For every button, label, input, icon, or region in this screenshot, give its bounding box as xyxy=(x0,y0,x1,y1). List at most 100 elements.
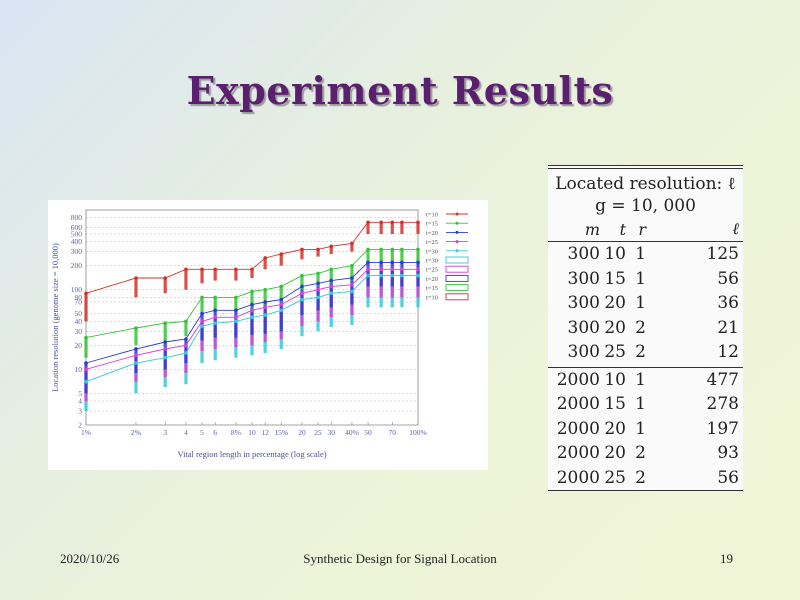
range-bar xyxy=(263,257,267,270)
series-point xyxy=(300,273,304,278)
y-tick-label: 3 xyxy=(78,406,82,415)
x-tick-label: 8% xyxy=(231,428,241,437)
legend-label: t=10 xyxy=(426,294,438,301)
range-bar xyxy=(184,339,188,364)
table-group-2000: 2000 10 1 477 2000 15 1 278 2000 20 1 197 2000 20 2… xyxy=(548,368,743,491)
y-tick-label: 2 xyxy=(78,421,82,430)
series-point xyxy=(184,351,188,355)
col-header-l: ℓ xyxy=(732,219,739,238)
series-point xyxy=(400,273,404,278)
range-bar xyxy=(84,293,88,322)
range-bar xyxy=(300,275,304,290)
range-bar xyxy=(390,222,394,234)
legend-bar-swatch xyxy=(445,274,469,282)
y-tick-label: 200 xyxy=(71,261,83,270)
range-bar xyxy=(366,222,370,234)
series-point xyxy=(379,220,383,225)
series-point xyxy=(300,247,304,252)
legend-point-swatch xyxy=(455,221,459,225)
y-tick-label: 20 xyxy=(75,341,83,350)
y-tick-label: 5 xyxy=(78,389,82,398)
series-point xyxy=(329,267,334,272)
range-bar xyxy=(416,249,420,263)
x-tick-label: 50 xyxy=(364,428,372,437)
range-bar xyxy=(213,297,217,311)
range-bar xyxy=(134,328,138,346)
series-point xyxy=(366,273,370,278)
table-row: 300 10 1 125 xyxy=(567,244,739,265)
range-bar xyxy=(366,249,370,263)
footer-title: Synthetic Design for Signal Location xyxy=(303,551,497,566)
series-point xyxy=(329,278,334,283)
y-tick-label: 70 xyxy=(75,297,83,306)
x-tick-label: 30 xyxy=(327,428,335,437)
series-point xyxy=(84,367,88,372)
series-point xyxy=(263,256,267,260)
series-point xyxy=(263,287,267,292)
y-tick-label: 400 xyxy=(71,237,83,246)
series-point xyxy=(400,247,404,252)
series-point xyxy=(390,273,395,278)
series-point xyxy=(379,260,383,265)
series-point xyxy=(250,289,254,294)
range-bar xyxy=(329,246,333,255)
range-bar xyxy=(316,273,320,287)
series-point xyxy=(316,287,320,292)
y-axis-label: Location resolution (genome size = 10,00… xyxy=(50,243,60,392)
table-title: Located resolution: ℓ g = 10, 000 xyxy=(548,168,743,217)
range-bar xyxy=(400,222,404,234)
range-bar xyxy=(184,269,188,290)
series-point xyxy=(263,313,267,317)
table-row: 2000 10 1 477 xyxy=(556,369,739,390)
series-point xyxy=(234,295,238,300)
col-header-r: r xyxy=(638,219,646,239)
legend-bar-swatch xyxy=(445,293,469,301)
y-tick-label: 4 xyxy=(78,397,82,406)
legend-bar-swatch xyxy=(445,265,469,273)
col-header-m: m xyxy=(584,219,600,239)
series-point xyxy=(163,340,168,344)
x-tick-label: 4 xyxy=(184,428,188,437)
range-bar xyxy=(416,222,420,234)
table-row: 2000 25 2 56 xyxy=(556,467,739,488)
range-bar xyxy=(213,269,217,281)
x-tick-label: 15% xyxy=(274,428,288,437)
x-tick-label: 12 xyxy=(261,428,269,437)
series-point xyxy=(350,289,354,294)
series-point xyxy=(350,241,354,246)
legend-label: t=25 xyxy=(426,267,438,274)
range-bar xyxy=(350,265,354,281)
series-point xyxy=(366,260,370,265)
range-bar xyxy=(279,254,283,266)
legend-point-swatch xyxy=(455,249,459,253)
series-point xyxy=(134,326,138,330)
range-bar xyxy=(250,304,254,335)
table-group-300: 300 10 1 125 300 15 1 56 300 20 1 36 300 20 2 21 300… xyxy=(548,242,743,368)
series-point xyxy=(316,271,320,276)
range-bar xyxy=(200,269,204,284)
range-bar xyxy=(134,278,138,298)
series-point xyxy=(366,247,370,252)
y-tick-label: 500 xyxy=(71,229,83,238)
x-axis-label: Vital region length in percentage (log s… xyxy=(177,449,326,459)
legend-label: t=20 xyxy=(426,276,438,283)
series-point xyxy=(279,252,284,256)
series-point xyxy=(300,284,304,289)
series-point xyxy=(416,267,420,272)
x-tick-label: 2% xyxy=(131,428,141,437)
range-bar xyxy=(350,243,354,252)
series-point xyxy=(390,247,395,252)
legend-label: t=25 xyxy=(426,239,438,246)
series-point xyxy=(163,321,168,325)
series-point xyxy=(184,319,188,324)
y-tick-label: 10 xyxy=(75,365,83,374)
series-point xyxy=(200,267,204,272)
range-bar xyxy=(200,297,204,314)
legend-bar-swatch xyxy=(445,284,469,292)
series-point xyxy=(390,267,395,272)
series-point xyxy=(163,347,168,351)
table-row: 300 20 1 36 xyxy=(567,293,739,314)
x-tick-label: 20 xyxy=(298,428,306,437)
y-tick-label: 80 xyxy=(75,293,83,302)
range-bar xyxy=(379,249,383,263)
